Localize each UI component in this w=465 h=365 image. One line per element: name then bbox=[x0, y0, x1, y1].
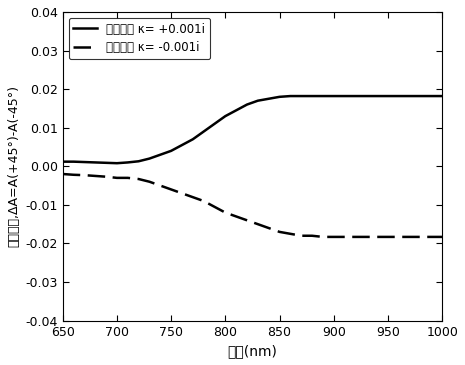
手性样品 κ= +0.001i bbox=[439, 94, 445, 98]
手性样品 κ= -0.001i bbox=[287, 232, 293, 236]
手性样品 κ= +0.001i bbox=[287, 94, 293, 98]
手性样品 κ= +0.001i bbox=[93, 160, 98, 165]
手性样品 κ= +0.001i bbox=[201, 129, 206, 134]
手性样品 κ= +0.001i bbox=[71, 160, 76, 164]
手性样品 κ= +0.001i bbox=[277, 95, 282, 99]
手性样品 κ= -0.001i bbox=[212, 205, 217, 209]
手性样品 κ= -0.001i bbox=[158, 183, 163, 188]
手性样品 κ= +0.001i bbox=[266, 97, 272, 101]
手性样品 κ= -0.001i bbox=[233, 214, 239, 219]
Y-axis label: 图二色谱,ΔA=A(+45°)-A(-45°): 图二色谱,ΔA=A(+45°)-A(-45°) bbox=[7, 85, 20, 247]
手性样品 κ= -0.001i bbox=[277, 230, 282, 234]
手性样品 κ= -0.001i bbox=[82, 173, 87, 177]
手性样品 κ= -0.001i bbox=[168, 187, 174, 192]
手性样品 κ= +0.001i bbox=[146, 156, 152, 161]
手性样品 κ= +0.001i bbox=[396, 94, 402, 98]
手性样品 κ= +0.001i bbox=[82, 160, 87, 164]
手性样品 κ= +0.001i bbox=[342, 94, 347, 98]
手性样品 κ= -0.001i bbox=[103, 174, 109, 179]
手性样品 κ= +0.001i bbox=[125, 160, 131, 165]
手性样品 κ= -0.001i bbox=[244, 218, 250, 223]
手性样品 κ= -0.001i bbox=[223, 210, 228, 215]
X-axis label: 波长(nm): 波长(nm) bbox=[227, 344, 277, 358]
手性样品 κ= +0.001i bbox=[255, 99, 261, 103]
手性样品 κ= -0.001i bbox=[407, 235, 412, 239]
手性样品 κ= -0.001i bbox=[331, 235, 337, 239]
手性样品 κ= -0.001i bbox=[201, 199, 206, 203]
手性样品 κ= -0.001i bbox=[125, 176, 131, 180]
手性样品 κ= -0.001i bbox=[255, 222, 261, 226]
手性样品 κ= -0.001i bbox=[352, 235, 358, 239]
Line: 手性样品 κ= -0.001i: 手性样品 κ= -0.001i bbox=[63, 174, 442, 237]
手性样品 κ= +0.001i bbox=[320, 94, 325, 98]
手性样品 κ= +0.001i bbox=[331, 94, 337, 98]
手性样品 κ= -0.001i bbox=[364, 235, 369, 239]
手性样品 κ= +0.001i bbox=[179, 143, 185, 147]
手性样品 κ= -0.001i bbox=[396, 235, 402, 239]
手性样品 κ= +0.001i bbox=[244, 102, 250, 107]
手性样品 κ= +0.001i bbox=[136, 159, 141, 164]
手性样品 κ= -0.001i bbox=[342, 235, 347, 239]
手性样品 κ= +0.001i bbox=[190, 137, 196, 142]
手性样品 κ= -0.001i bbox=[179, 191, 185, 196]
手性样品 κ= +0.001i bbox=[223, 114, 228, 118]
手性样品 κ= +0.001i bbox=[233, 108, 239, 112]
手性样品 κ= -0.001i bbox=[428, 235, 434, 239]
手性样品 κ= -0.001i bbox=[60, 172, 66, 176]
手性样品 κ= -0.001i bbox=[385, 235, 391, 239]
手性样品 κ= +0.001i bbox=[60, 160, 66, 164]
手性样品 κ= -0.001i bbox=[266, 226, 272, 230]
手性样品 κ= -0.001i bbox=[439, 235, 445, 239]
手性样品 κ= +0.001i bbox=[428, 94, 434, 98]
手性样品 κ= +0.001i bbox=[407, 94, 412, 98]
手性样品 κ= -0.001i bbox=[190, 195, 196, 199]
Line: 手性样品 κ= +0.001i: 手性样品 κ= +0.001i bbox=[63, 96, 442, 163]
手性样品 κ= +0.001i bbox=[385, 94, 391, 98]
手性样品 κ= -0.001i bbox=[299, 234, 304, 238]
手性样品 κ= +0.001i bbox=[352, 94, 358, 98]
手性样品 κ= -0.001i bbox=[320, 235, 325, 239]
手性样品 κ= +0.001i bbox=[212, 122, 217, 126]
手性样品 κ= +0.001i bbox=[299, 94, 304, 98]
手性样品 κ= +0.001i bbox=[103, 161, 109, 165]
手性样品 κ= +0.001i bbox=[364, 94, 369, 98]
手性样品 κ= -0.001i bbox=[136, 177, 141, 181]
手性样品 κ= +0.001i bbox=[418, 94, 423, 98]
手性样品 κ= -0.001i bbox=[146, 180, 152, 184]
手性样品 κ= -0.001i bbox=[114, 176, 120, 180]
Legend: 手性样品 κ= +0.001i, 手性样品 κ= -0.001i: 手性样品 κ= +0.001i, 手性样品 κ= -0.001i bbox=[69, 18, 210, 59]
手性样品 κ= +0.001i bbox=[168, 149, 174, 153]
手性样品 κ= -0.001i bbox=[418, 235, 423, 239]
手性样品 κ= +0.001i bbox=[374, 94, 380, 98]
手性样品 κ= +0.001i bbox=[309, 94, 315, 98]
手性样品 κ= -0.001i bbox=[309, 234, 315, 238]
手性样品 κ= +0.001i bbox=[114, 161, 120, 165]
手性样品 κ= -0.001i bbox=[374, 235, 380, 239]
手性样品 κ= -0.001i bbox=[93, 174, 98, 178]
手性样品 κ= -0.001i bbox=[71, 173, 76, 177]
手性样品 κ= +0.001i bbox=[158, 153, 163, 157]
